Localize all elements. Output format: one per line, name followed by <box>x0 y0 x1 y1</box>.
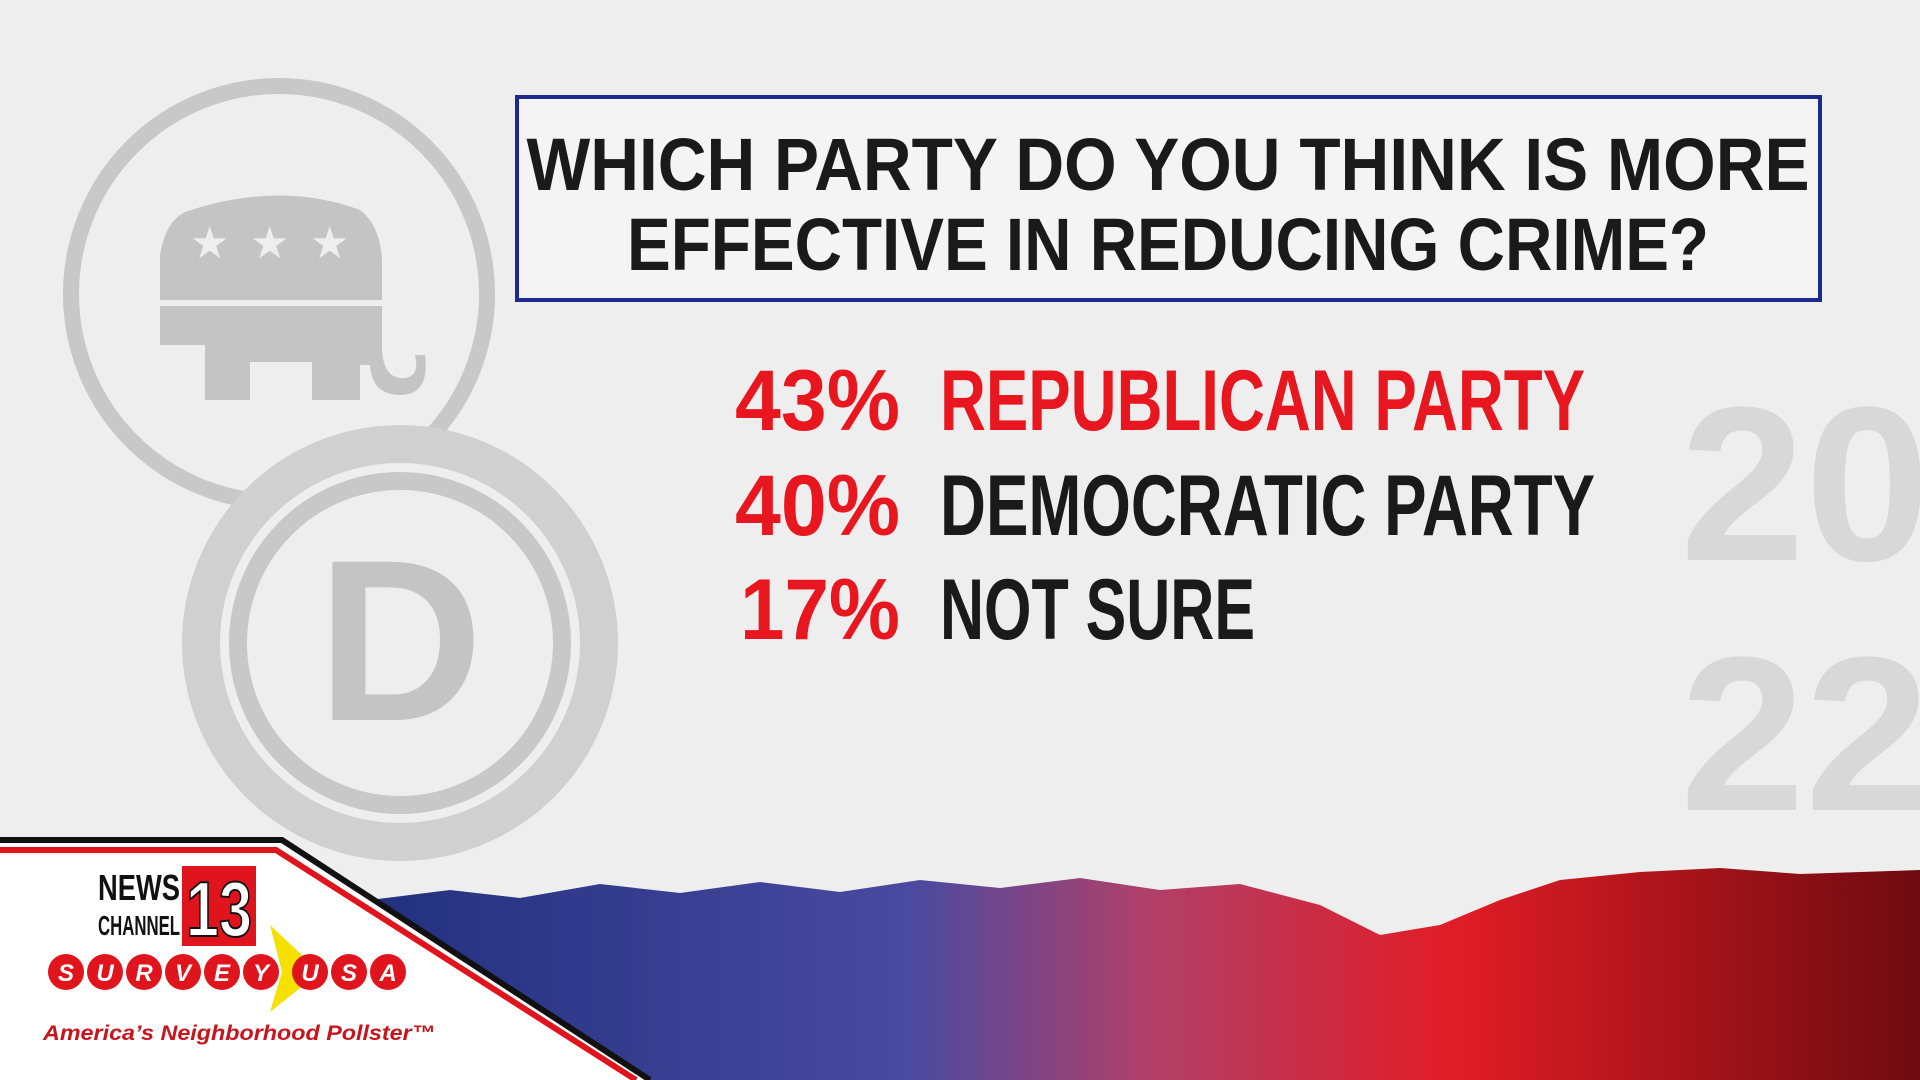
result-label: REPUBLICAN PARTY <box>940 353 1585 449</box>
news-text: NEWS <box>98 867 180 908</box>
survey-letter: E <box>214 960 231 987</box>
result-label: NOT SURE <box>940 562 1255 658</box>
year-bottom: 22 <box>1680 611 1920 857</box>
result-label: DEMOCRATIC PARTY <box>940 458 1595 554</box>
year-top: 20 <box>1680 361 1920 607</box>
survey-letter: U <box>301 960 319 987</box>
survey-letter: S <box>58 960 74 987</box>
party-letter: D <box>317 512 483 769</box>
result-percent: 17% <box>740 562 900 658</box>
survey-badge <box>87 954 123 990</box>
survey-letter: V <box>175 960 193 987</box>
republican-logo: ★ ★ ★ <box>63 78 495 510</box>
title-line: EFFECTIVE IN REDUCING CRIME? <box>627 203 1709 286</box>
survey-badge <box>204 954 240 990</box>
channel-text: CHANNEL <box>98 910 180 941</box>
survey-badge <box>292 954 328 990</box>
survey-badge <box>126 954 162 990</box>
channel-number: 13 <box>186 865 252 953</box>
flag-strip <box>370 868 1920 1080</box>
title-box <box>515 95 1822 302</box>
survey-badge <box>370 954 406 990</box>
survey-letter: U <box>96 960 114 987</box>
title-line: WHICH PARTY DO YOU THINK IS MORE <box>527 123 1810 206</box>
svg-text:★: ★ <box>190 218 229 269</box>
year-watermark: 20 22 <box>1680 361 1920 857</box>
survey-badge <box>165 954 201 990</box>
survey-letter: S <box>341 960 357 987</box>
svg-text:★: ★ <box>250 218 289 269</box>
svg-text:★: ★ <box>310 218 349 269</box>
democratic-logo: D <box>182 425 618 861</box>
survey-badge <box>48 954 84 990</box>
survey-letter: A <box>378 960 396 987</box>
survey-badge <box>243 954 279 990</box>
tagline: America’s Neighborhood Pollster™ <box>42 1022 435 1045</box>
survey-letter: R <box>135 960 153 987</box>
result-percent: 43% <box>735 353 900 449</box>
survey-badge <box>331 954 367 990</box>
survey-letter: Y <box>253 960 271 987</box>
result-percent: 40% <box>735 458 900 554</box>
